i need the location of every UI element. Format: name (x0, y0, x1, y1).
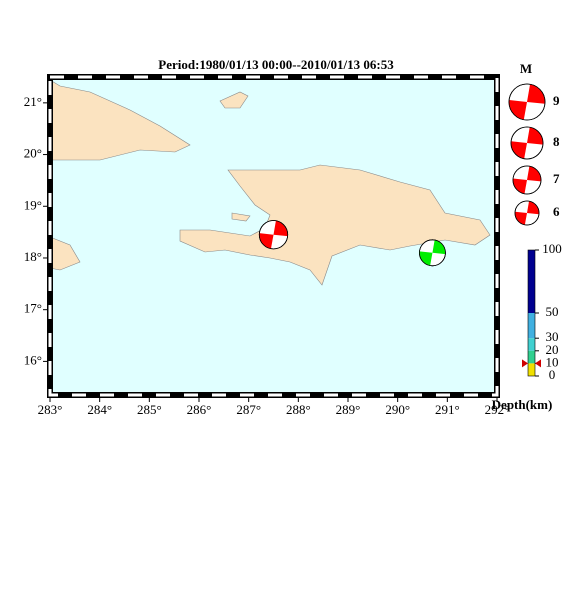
ball-quadrant (273, 220, 288, 237)
lat-label: 18° (24, 249, 42, 264)
hispaniola (179, 164, 491, 286)
ball-quadrant (514, 211, 527, 225)
legend-label: 9 (553, 93, 560, 108)
lon-label: 292° (485, 402, 510, 417)
ball-quadrant (432, 239, 446, 255)
ball-quadrant (527, 127, 543, 145)
legend-label: 6 (553, 204, 560, 219)
legend-label: 8 (553, 134, 560, 149)
lat-label: 16° (24, 352, 42, 367)
legend-ball (512, 165, 542, 195)
depth-segment (528, 363, 535, 376)
legend-label: 7 (553, 171, 560, 186)
ball-quadrant (508, 100, 527, 120)
gonave (231, 212, 251, 222)
legend-ball (510, 126, 544, 160)
lon-label: 288° (286, 402, 311, 417)
ball-edge (510, 126, 544, 160)
cuba (49, 79, 191, 161)
event (258, 220, 289, 250)
frame-dash (48, 75, 499, 397)
depth-label: 10 (546, 354, 559, 369)
depth-label: 50 (546, 304, 559, 319)
depth-segment (528, 338, 535, 351)
ball-edge (258, 220, 289, 250)
ball-edge (508, 83, 546, 121)
ball-quadrant (527, 201, 539, 215)
ball-quadrant (527, 84, 545, 104)
lon-label: 289° (336, 402, 361, 417)
ball-edge (419, 239, 446, 267)
lon-label: 284° (87, 402, 112, 417)
ball-edge (512, 165, 542, 195)
lat-label: 20° (24, 146, 42, 161)
lon-label: 285° (137, 402, 162, 417)
depth-segment (528, 313, 535, 339)
lon-label: 287° (236, 402, 261, 417)
depth-label: 30 (546, 329, 559, 344)
event (419, 239, 446, 267)
legend-ball (508, 83, 546, 121)
depth-label: 100 (542, 241, 562, 256)
depth-label: 0 (549, 367, 556, 382)
lon-label: 283° (38, 402, 63, 417)
depth-marker (522, 359, 541, 368)
depth-segment (528, 350, 535, 364)
ball-edge (514, 200, 540, 226)
magnitude-title: M (520, 61, 532, 76)
inagua (219, 91, 249, 109)
depth-title: Depth(km) (492, 397, 553, 412)
depth-label: 20 (546, 342, 559, 357)
ball-quadrant (419, 251, 433, 266)
ball-quadrant (511, 141, 527, 159)
lat-label: 19° (24, 197, 42, 212)
ball-quadrant (513, 178, 527, 194)
lon-label: 286° (187, 402, 212, 417)
ball-quadrant (259, 233, 274, 249)
lon-label: 290° (385, 402, 410, 417)
depth-segment (528, 250, 535, 313)
legend-ball (514, 200, 540, 226)
lat-label: 21° (24, 94, 42, 109)
lat-label: 17° (24, 301, 42, 316)
ball-quadrant (527, 166, 541, 182)
lon-label: 291° (435, 402, 460, 417)
map-title: Period:1980/01/13 00:00--2010/01/13 06:5… (158, 57, 394, 72)
